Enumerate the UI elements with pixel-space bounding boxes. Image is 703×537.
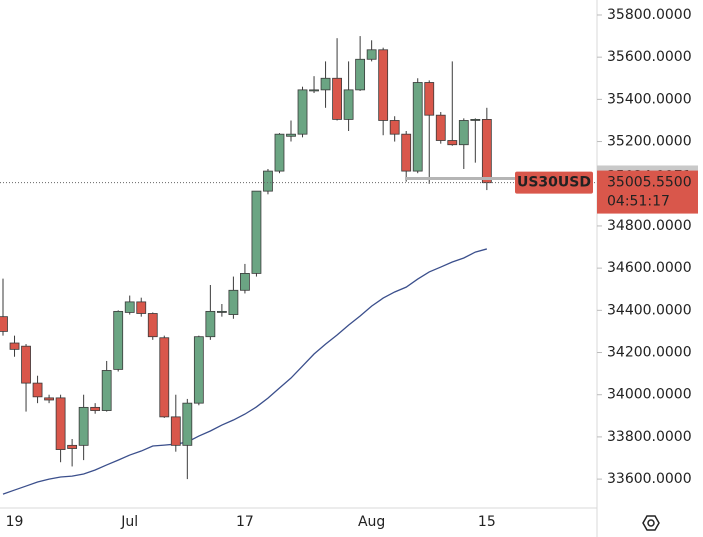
candle-body [481, 119, 492, 184]
candle-body [205, 310, 216, 338]
y-tick-label: 33600.0000 [607, 471, 692, 487]
y-tick-label: 35600.0000 [607, 49, 692, 65]
candle-body [101, 370, 112, 411]
candle-body [32, 382, 43, 398]
symbol-label: US30USD [517, 175, 591, 191]
settings-hexagon [642, 515, 660, 531]
candle-body [9, 342, 20, 350]
candle-body [447, 140, 458, 146]
candle-body [435, 114, 446, 141]
candle-body [228, 289, 239, 315]
x-tick-label: Jul [120, 514, 138, 530]
candle-body [216, 310, 227, 313]
candle-body [67, 444, 78, 449]
candle-body [113, 310, 124, 370]
candle-body [286, 133, 296, 137]
y-tick-label: 34000.0000 [607, 387, 692, 403]
candle-body [378, 49, 389, 121]
candle-body [332, 77, 342, 120]
x-tick-label: 19 [6, 514, 24, 530]
candle-body [0, 316, 8, 332]
y-tick-label: 35800.0000 [607, 7, 692, 23]
candle-body [55, 397, 66, 450]
candle-body [297, 89, 308, 135]
y-tick-label: 35400.0000 [607, 91, 692, 107]
candle-body [309, 89, 319, 92]
candle-body [251, 190, 262, 274]
settings-icon[interactable] [642, 515, 660, 531]
candle-body [124, 301, 135, 313]
candle-body [343, 89, 354, 120]
candle-body [136, 301, 147, 314]
candle-body [147, 313, 158, 338]
candle-body [458, 120, 469, 146]
candle-body [263, 170, 273, 192]
candle-body [44, 397, 54, 401]
last-price-tag [597, 170, 698, 214]
candle-body [389, 120, 400, 135]
y-tick-label: 34600.0000 [607, 260, 692, 276]
candle-body [21, 345, 31, 384]
candle-body [470, 119, 481, 121]
candle-body [355, 58, 366, 91]
countdown: 04:51:17 [607, 194, 670, 210]
candle-body [193, 336, 204, 404]
settings-dot [647, 519, 655, 527]
candle-body [78, 406, 89, 446]
x-tick-label: Aug [358, 514, 385, 530]
x-tick-label: 17 [236, 514, 254, 530]
candle-body [90, 406, 101, 411]
candle-body [240, 273, 250, 291]
candle-body [412, 82, 423, 172]
y-tick-label: 34800.0000 [607, 218, 692, 234]
last-price-label: 35005.5500 [607, 175, 692, 191]
candle-body [274, 133, 285, 172]
y-tick-label: 33800.0000 [607, 429, 692, 445]
symbol-tag [515, 171, 593, 194]
candle-body [182, 402, 193, 446]
candle-body [401, 133, 412, 172]
candle-body [159, 337, 170, 418]
x-tick-label: 15 [478, 514, 496, 530]
candle-body [424, 82, 435, 116]
candle-body [366, 49, 377, 60]
y-tick-label: 34400.0000 [607, 302, 692, 318]
candle-body [320, 77, 331, 91]
y-tick-label: 35200.0000 [607, 134, 692, 150]
candle-body [170, 416, 181, 446]
moving-average [2, 248, 488, 495]
y-tick-label: 34200.0000 [607, 345, 692, 361]
